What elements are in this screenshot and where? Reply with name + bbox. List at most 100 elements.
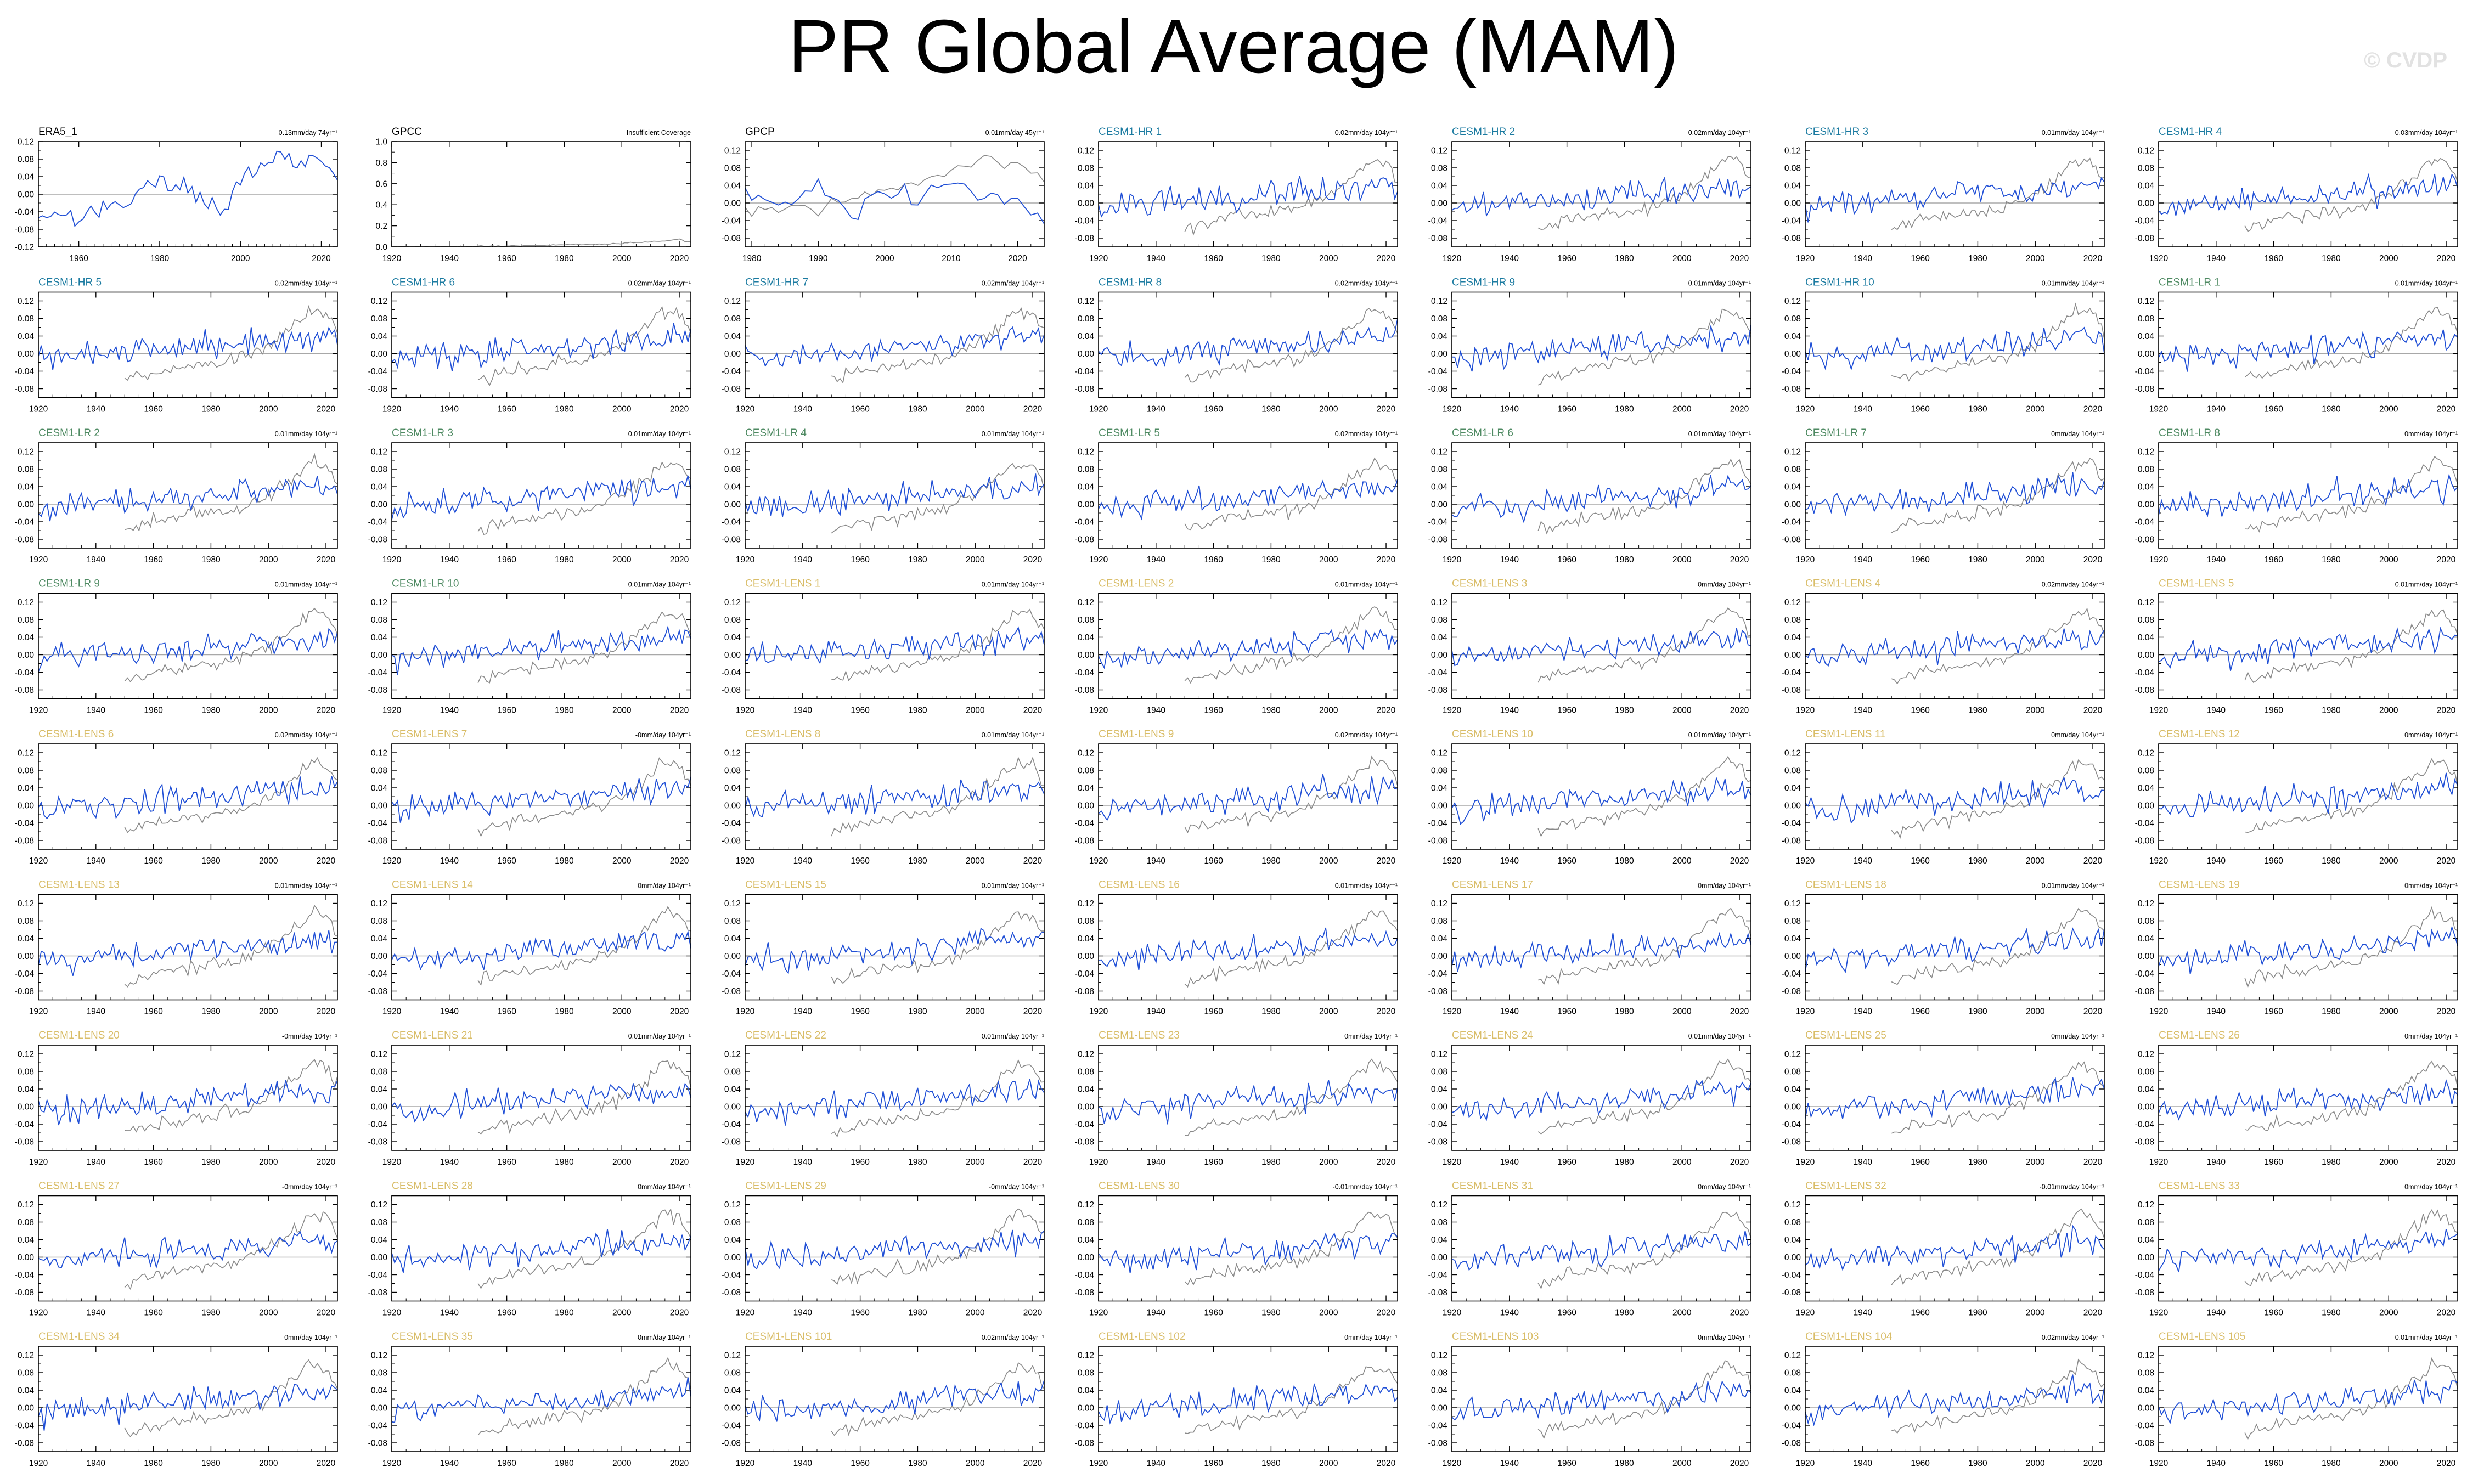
panel-trend: 0.01mm/day 104yr⁻¹ <box>275 882 337 890</box>
x-tick-label: 1990 <box>809 254 828 263</box>
y-tick-label: -0.08 <box>1428 686 1447 695</box>
x-tick-label: 1920 <box>1443 1308 1462 1318</box>
y-tick-label: 0.12 <box>2138 1351 2154 1361</box>
y-tick-label: 0.08 <box>371 1369 387 1378</box>
y-tick-label: -0.04 <box>1075 1271 1095 1280</box>
data-series <box>1451 1080 1751 1121</box>
x-tick-label: 2020 <box>2437 1459 2456 1468</box>
data-series <box>38 1231 338 1269</box>
y-tick-label: 0.08 <box>1431 1369 1447 1378</box>
panel-trend: 0.02mm/day 104yr⁻¹ <box>982 280 1044 287</box>
panel-name: CESM1-LENS 11 <box>1805 729 1885 740</box>
y-tick-label: -0.04 <box>15 1120 35 1130</box>
panel-frame <box>38 141 338 247</box>
x-tick-label: 1920 <box>736 1158 755 1167</box>
y-tick-label: -0.08 <box>1075 987 1094 996</box>
panel-name: CESM1-LR 1 <box>2159 277 2220 289</box>
panel-name: CESM1-LENS 14 <box>392 879 473 891</box>
y-tick-label: 0.00 <box>1784 349 1801 359</box>
y-tick-label: 0.12 <box>724 749 741 758</box>
y-tick-label: 0.08 <box>1078 616 1094 625</box>
panel-frame <box>1805 593 2105 699</box>
y-tick-label: 0.00 <box>18 802 35 811</box>
y-tick-label: 0.08 <box>724 1369 741 1378</box>
y-tick-label: 0.04 <box>1784 1085 1801 1094</box>
panel: CESM1-HR 4 0.03mm/day 104yr⁻¹ 0.12 0.08 0.04… <box>2135 126 2458 263</box>
x-tick-label: 1960 <box>2264 1158 2283 1167</box>
y-tick-label: 0.08 <box>1078 1068 1094 1077</box>
x-tick-label: 1960 <box>851 1308 870 1318</box>
y-tick-label: -0.08 <box>1428 234 1447 244</box>
x-tick-label: 1920 <box>1443 1158 1462 1167</box>
panel-frame <box>1805 1195 2105 1302</box>
x-tick-label: 2000 <box>612 1308 632 1318</box>
panel-trend: 0.01mm/day 104yr⁻¹ <box>2395 280 2458 287</box>
y-tick-label: 0.04 <box>1431 934 1448 944</box>
data-series <box>391 776 691 823</box>
x-tick-label: 1940 <box>440 254 459 263</box>
y-tick-label: 0.6 <box>375 179 387 189</box>
y-tick-label: 0.12 <box>2138 448 2154 457</box>
x-tick-label: 1980 <box>1615 856 1634 866</box>
y-tick-label: 0.08 <box>724 766 741 776</box>
y-tick-label: -0.04 <box>1428 518 1448 527</box>
y-tick-label: 0.04 <box>371 633 388 642</box>
x-tick-label: 1960 <box>1557 405 1576 414</box>
panel-trend: 0.02mm/day 104yr⁻¹ <box>275 731 337 739</box>
panel-frame <box>1805 291 2105 398</box>
y-tick-label: -0.04 <box>1428 1271 1448 1280</box>
x-tick-label: 1920 <box>1443 1007 1462 1017</box>
panel-trend: -0mm/day 104yr⁻¹ <box>282 1183 337 1191</box>
panel: CESM1-LENS 8 0.01mm/day 104yr⁻¹ 0.12 0.08 0.… <box>722 729 1045 866</box>
x-tick-label: 2000 <box>1319 1308 1338 1318</box>
x-tick-label: 2000 <box>1319 254 1338 263</box>
x-tick-label: 1960 <box>851 1007 870 1017</box>
x-tick-label: 1920 <box>382 856 402 866</box>
panel: CESM1-LENS 9 0.02mm/day 104yr⁻¹ 0.12 0.08 0.… <box>1075 729 1398 866</box>
x-tick-label: 1980 <box>1968 1308 1987 1318</box>
panel-trend: 0.01mm/day 104yr⁻¹ <box>1335 882 1398 890</box>
panel-frame <box>391 1346 691 1452</box>
y-tick-label: -0.04 <box>15 208 35 217</box>
x-tick-label: 1980 <box>908 856 927 866</box>
panel-trend: 0.01mm/day 104yr⁻¹ <box>628 1032 691 1040</box>
panel: CESM1-HR 10 0.01mm/day 104yr⁻¹ 0.12 0.08 0.0… <box>1782 277 2105 414</box>
y-tick-label: 0.04 <box>1078 332 1095 341</box>
panel-name: CESM1-LENS 12 <box>2159 729 2240 740</box>
x-tick-label: 1980 <box>2322 1459 2341 1468</box>
x-tick-label: 1960 <box>497 1459 516 1468</box>
panel-name: CESM1-LR 6 <box>1452 427 1513 439</box>
panel-trend: 0.02mm/day 104yr⁻¹ <box>1335 430 1398 438</box>
y-tick-label: -0.08 <box>1075 234 1094 244</box>
y-tick-label: -0.08 <box>1782 1288 1801 1297</box>
data-series <box>391 475 691 520</box>
y-tick-label: 0.08 <box>1431 465 1447 475</box>
y-tick-label: -0.04 <box>1428 819 1448 828</box>
y-tick-label: -0.08 <box>15 535 34 545</box>
reference-series <box>2245 1060 2458 1131</box>
x-tick-label: 1980 <box>555 1158 574 1167</box>
y-tick-label: 0.08 <box>371 1068 387 1077</box>
y-tick-label: -0.04 <box>722 1120 741 1130</box>
y-tick-label: -0.08 <box>2135 1288 2154 1297</box>
x-tick-label: 1940 <box>1500 856 1519 866</box>
x-tick-label: 2020 <box>1377 1459 1396 1468</box>
y-tick-label: 0.04 <box>724 483 741 492</box>
y-tick-label: 0.12 <box>1078 598 1094 607</box>
y-tick-label: -0.08 <box>1075 686 1094 695</box>
panel-name: CESM1-HR 2 <box>1452 126 1515 138</box>
y-tick-label: -0.08 <box>368 535 387 545</box>
data-series <box>1805 1225 2105 1271</box>
y-tick-label: 0.08 <box>1784 465 1801 475</box>
x-tick-label: 2020 <box>1023 1007 1043 1017</box>
data-series <box>1805 776 2105 824</box>
x-tick-label: 1940 <box>1500 1007 1519 1017</box>
y-tick-label: 0.04 <box>18 1386 35 1396</box>
y-tick-label: 0.08 <box>1784 314 1801 324</box>
data-series <box>1451 932 1751 972</box>
y-tick-label: 0.12 <box>371 899 387 909</box>
y-tick-label: 0.12 <box>1078 297 1094 306</box>
y-tick-label: 0.04 <box>2138 934 2155 944</box>
data-series <box>1805 1374 2105 1427</box>
panel: CESM1-LENS 102 0mm/day 104yr⁻¹ 0.12 0.08 0.0… <box>1075 1331 1398 1468</box>
